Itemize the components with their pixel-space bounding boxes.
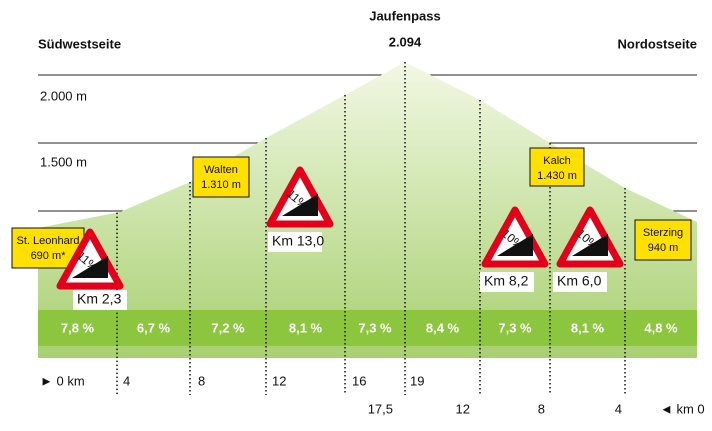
location-elevation: 1.310 m	[201, 179, 241, 191]
grade-sign: 11%	[266, 166, 334, 228]
location-box	[529, 147, 585, 187]
side-label: Nordostseite	[618, 36, 697, 51]
km-label: 8	[198, 373, 205, 388]
sign-km: Km 13,0	[272, 233, 324, 249]
grade-label: 7,3 %	[498, 320, 532, 335]
sign-ramp	[497, 234, 533, 256]
grade-label: 4,8 %	[644, 320, 678, 335]
grade-sign: 11%	[56, 228, 124, 290]
peak-name: Jaufenpass	[369, 8, 441, 23]
km-label: ◄ km 0	[660, 401, 705, 416]
grade-band	[38, 310, 697, 346]
km-box	[553, 272, 607, 292]
grade-label: 7,2 %	[211, 320, 245, 335]
grade-label: 8,4 %	[426, 320, 460, 335]
km-label: ► 0 km	[40, 373, 85, 388]
grade-label: 7,3 %	[358, 320, 392, 335]
location-name: St. Leonhard	[17, 235, 80, 247]
location-name: Walten	[204, 164, 238, 176]
km-label: 16	[352, 373, 366, 388]
km-label: 12	[272, 373, 286, 388]
side-label: Südwestseite	[38, 36, 121, 51]
km-label: 8	[538, 401, 545, 416]
location-box	[634, 219, 692, 261]
grade-label: 8,1 %	[571, 320, 605, 335]
sign-ramp	[72, 256, 108, 278]
elevation-label: 2.000 m	[40, 88, 87, 103]
grade-label: 6,7 %	[137, 320, 171, 335]
sign-ramp	[572, 234, 608, 256]
grade-label: 8,1 %	[289, 320, 323, 335]
location-elevation: 940 m	[648, 242, 679, 254]
location-box	[192, 156, 250, 198]
location-elevation: 690 m*	[31, 250, 67, 262]
km-label: 4	[615, 401, 622, 416]
sign-km: Km 2,3	[77, 291, 122, 307]
sign-ramp	[282, 194, 318, 216]
location-name: Sterzing	[643, 227, 683, 239]
km-label: 4	[123, 373, 130, 388]
km-box	[73, 290, 127, 310]
grade-sign: 10%	[556, 206, 624, 268]
sign-km: Km 6,0	[557, 273, 602, 289]
location-name: Kalch	[543, 155, 571, 167]
km-box	[268, 232, 322, 252]
grade-label: 7,8 %	[61, 320, 95, 335]
km-label: 19	[410, 373, 424, 388]
km-label: 17,5	[368, 401, 393, 416]
location-elevation: 1.430 m	[537, 170, 577, 182]
peak-elevation: 2.094	[389, 34, 422, 49]
elevation-label: 1.500 m	[40, 154, 87, 169]
grade-sign: 10%	[481, 206, 549, 268]
sign-km: Km 8,2	[484, 273, 529, 289]
km-box	[480, 272, 534, 292]
km-label: 12	[456, 401, 470, 416]
